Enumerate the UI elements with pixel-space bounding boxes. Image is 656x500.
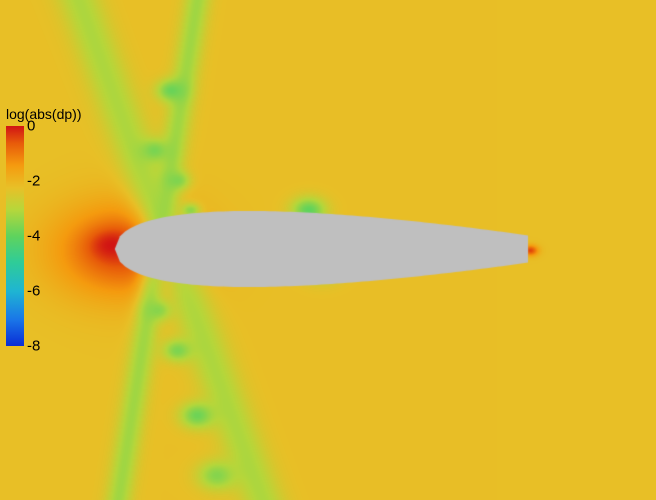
colorbar bbox=[6, 126, 24, 346]
legend-title: log(abs(dp)) bbox=[6, 106, 81, 122]
field-canvas bbox=[0, 0, 656, 500]
legend-tick-label: 0 bbox=[27, 118, 35, 135]
legend-tick-label: -8 bbox=[27, 338, 40, 355]
legend-tick-label: -2 bbox=[27, 173, 40, 190]
cfd-plot: log(abs(dp)) 0 -2 -4 -6 -8 bbox=[0, 0, 656, 500]
legend-tick-label: -4 bbox=[27, 228, 40, 245]
legend-tick-label: -6 bbox=[27, 283, 40, 300]
